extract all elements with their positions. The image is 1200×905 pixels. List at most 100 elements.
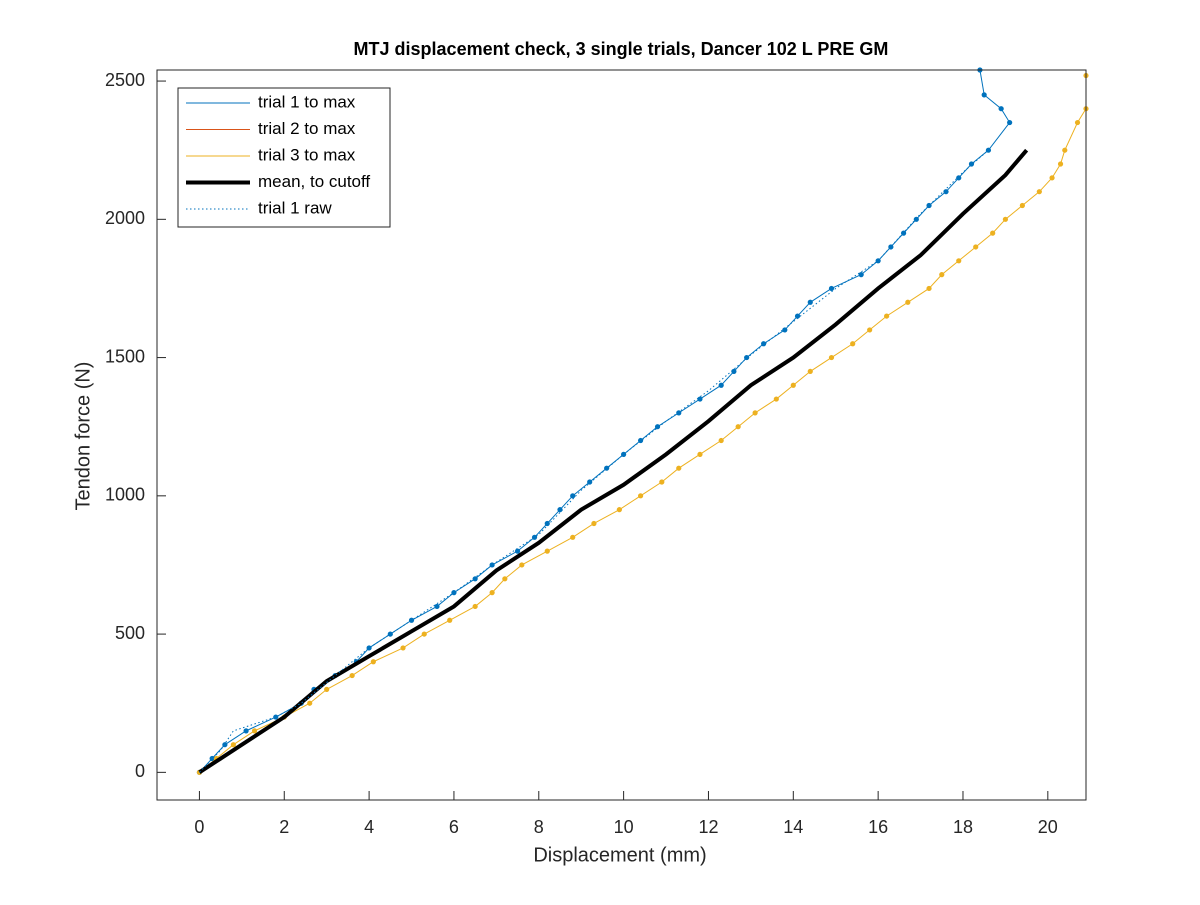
marker — [621, 451, 627, 457]
marker — [1074, 119, 1081, 126]
marker — [251, 728, 258, 734]
marker — [1057, 161, 1064, 167]
marker — [943, 189, 949, 195]
marker — [828, 285, 835, 292]
marker — [519, 562, 525, 568]
marker — [790, 382, 796, 388]
marker — [408, 617, 415, 623]
marker — [939, 272, 945, 278]
marker — [761, 341, 767, 347]
x-tick-label: 2 — [279, 817, 289, 837]
marker — [858, 272, 864, 278]
x-tick-label: 0 — [194, 817, 204, 837]
marker — [990, 230, 996, 236]
series-line — [199, 149, 989, 773]
legend-label: trial 1 raw — [258, 198, 332, 217]
marker — [676, 410, 682, 416]
marker — [807, 368, 813, 375]
legend-label: trial 2 to max — [258, 119, 356, 138]
marker — [472, 576, 478, 582]
marker — [587, 479, 593, 485]
marker — [222, 742, 228, 748]
x-tick-label: 6 — [449, 817, 459, 837]
marker — [998, 106, 1004, 112]
marker — [544, 548, 550, 554]
x-tick-label: 10 — [614, 817, 634, 837]
marker — [905, 299, 911, 305]
marker — [447, 617, 453, 623]
y-tick-label: 1000 — [105, 485, 145, 505]
marker — [744, 354, 750, 361]
marker — [637, 493, 644, 499]
y-tick-label: 2500 — [105, 70, 145, 90]
marker — [956, 258, 962, 264]
y-tick-label: 2000 — [105, 208, 145, 228]
x-axis-label: Displacement (mm) — [533, 844, 706, 866]
marker — [697, 396, 703, 402]
marker — [731, 368, 737, 375]
legend-label: mean, to cutoff — [258, 172, 370, 191]
marker — [472, 603, 478, 610]
marker — [884, 313, 890, 319]
chart-title: MTJ displacement check, 3 single trials,… — [354, 39, 889, 59]
marker — [973, 244, 979, 250]
marker — [985, 147, 992, 153]
marker — [489, 590, 495, 596]
marker — [616, 507, 622, 513]
marker — [1062, 147, 1068, 153]
marker — [735, 424, 741, 430]
marker — [604, 465, 610, 471]
marker — [807, 299, 813, 305]
marker — [718, 437, 724, 444]
marker — [926, 285, 932, 292]
marker — [867, 327, 873, 333]
marker — [1036, 189, 1042, 195]
marker — [968, 161, 975, 167]
legend-box — [177, 87, 391, 228]
marker — [591, 520, 597, 527]
marker — [324, 686, 330, 692]
marker — [913, 216, 919, 222]
marker — [370, 659, 376, 665]
marker — [502, 576, 508, 582]
x-tick-label: 16 — [868, 817, 888, 837]
marker — [544, 520, 550, 527]
marker — [1002, 216, 1009, 222]
y-tick-label: 0 — [135, 761, 145, 781]
marker — [697, 451, 703, 457]
x-tick-label: 12 — [698, 817, 718, 837]
marker — [659, 479, 665, 485]
marker — [434, 603, 440, 610]
marker — [400, 645, 406, 651]
marker — [718, 382, 724, 388]
legend-label: trial 1 to max — [258, 92, 356, 111]
marker — [981, 92, 987, 98]
marker — [307, 700, 313, 706]
marker — [956, 175, 962, 181]
x-tick-label: 20 — [1038, 817, 1058, 837]
marker — [570, 534, 576, 540]
x-tick-label: 8 — [534, 817, 544, 837]
series-line — [198, 148, 1029, 775]
marker — [875, 258, 881, 264]
marker — [421, 631, 427, 637]
marker — [900, 230, 907, 236]
y-axis-label: Tendon force (N) — [72, 362, 94, 511]
marker — [637, 437, 644, 444]
marker — [489, 562, 495, 568]
marker — [794, 313, 801, 319]
y-tick-label: 1500 — [105, 346, 145, 366]
marker — [557, 507, 563, 513]
marker — [243, 728, 249, 734]
marker — [1007, 119, 1013, 126]
marker — [752, 410, 758, 416]
axes-frame — [156, 69, 1087, 801]
x-tick-label: 18 — [953, 817, 973, 837]
marker — [654, 424, 661, 430]
marker — [773, 396, 779, 402]
marker — [828, 354, 835, 361]
marker — [531, 534, 538, 540]
marker — [273, 714, 279, 720]
marker — [782, 327, 788, 333]
